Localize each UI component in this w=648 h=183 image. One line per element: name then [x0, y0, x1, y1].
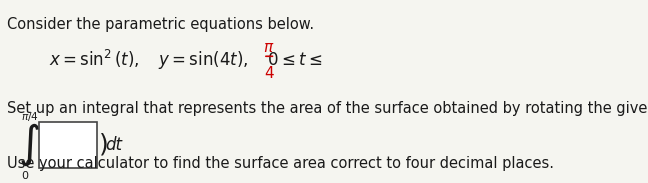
Text: $x = \sin^2(t), \quad y = \sin(4t), \quad 0 \leq t \leq$: $x = \sin^2(t), \quad y = \sin(4t), \qua…	[49, 48, 323, 72]
Text: dt: dt	[106, 136, 122, 154]
FancyBboxPatch shape	[39, 122, 97, 168]
Text: 4: 4	[264, 66, 274, 81]
Text: $\pi$: $\pi$	[264, 40, 275, 55]
Text: $\int$: $\int$	[17, 122, 40, 168]
Text: $0$: $0$	[21, 169, 30, 181]
Text: $\pi/4$: $\pi/4$	[21, 110, 39, 123]
Text: Set up an integral that represents the area of the surface obtained by rotating : Set up an integral that represents the a…	[6, 100, 648, 115]
Text: Use your calculator to find the surface area correct to four decimal places.: Use your calculator to find the surface …	[6, 156, 553, 171]
Text: Consider the parametric equations below.: Consider the parametric equations below.	[6, 17, 314, 32]
Text: ): )	[98, 133, 108, 157]
